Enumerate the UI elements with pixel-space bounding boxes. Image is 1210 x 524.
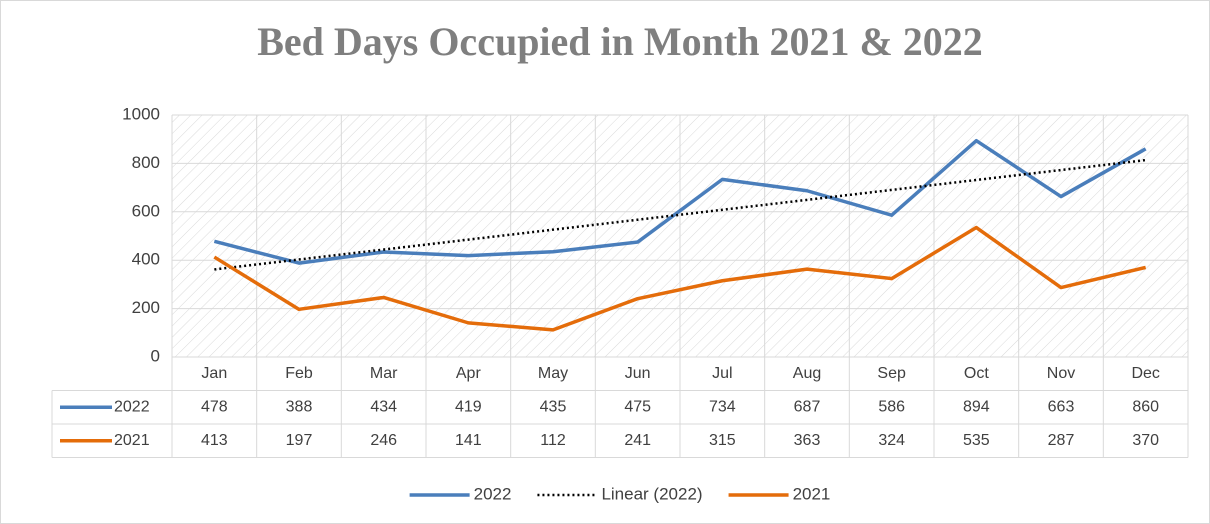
y-tick-label: 600	[132, 201, 160, 220]
table-value: 246	[370, 432, 397, 449]
table-value: 535	[963, 432, 990, 449]
table-value: 287	[1048, 432, 1075, 449]
table-value: 241	[624, 432, 651, 449]
table-value: 413	[201, 432, 228, 449]
table-value: 141	[455, 432, 482, 449]
table-value: 435	[540, 398, 567, 415]
table-value: 586	[878, 398, 905, 415]
trendline	[214, 158, 1146, 271]
x-tick-label: Nov	[1047, 365, 1075, 382]
x-tick-label: Oct	[964, 365, 989, 382]
x-tick-label: Apr	[456, 365, 482, 382]
table-value: 315	[709, 432, 736, 449]
x-tick-label: Jun	[625, 365, 651, 382]
table-value: 324	[878, 432, 905, 449]
chart-title: Bed Days Occupied in Month 2021 & 2022	[257, 19, 983, 64]
x-tick-label: May	[538, 365, 568, 382]
legend-label: Linear (2022)	[601, 484, 702, 503]
table-value: 112	[540, 432, 566, 449]
series-line	[213, 138, 1147, 265]
table-value: 734	[709, 398, 736, 415]
table-value: 197	[286, 432, 313, 449]
table-value: 860	[1132, 398, 1159, 415]
table-value: 370	[1132, 432, 1159, 449]
legend-label: 2021	[793, 484, 831, 503]
table-value: 419	[455, 398, 482, 415]
y-tick-label: 1000	[122, 104, 160, 123]
table-series-name: 2022	[114, 398, 150, 415]
x-tick-label: Feb	[285, 365, 313, 382]
x-tick-label: Sep	[877, 365, 906, 382]
table-value: 363	[794, 432, 821, 449]
y-tick-label: 200	[132, 298, 160, 317]
table-value: 478	[201, 398, 228, 415]
y-tick-label: 800	[132, 153, 160, 172]
table-value: 687	[794, 398, 821, 415]
series-line	[213, 225, 1147, 332]
table-value: 475	[624, 398, 651, 415]
legend-label: 2022	[474, 484, 512, 503]
y-tick-label: 400	[132, 250, 160, 269]
table-series-name: 2021	[114, 432, 150, 449]
x-tick-label: Mar	[370, 365, 398, 382]
table-value: 894	[963, 398, 990, 415]
table-value: 388	[286, 398, 313, 415]
x-tick-label: Dec	[1131, 365, 1159, 382]
y-tick-label: 0	[151, 346, 160, 365]
x-tick-label: Jul	[712, 365, 732, 382]
table-value: 434	[370, 398, 397, 415]
x-tick-label: Jan	[201, 365, 227, 382]
x-tick-label: Aug	[793, 365, 821, 382]
table-value: 663	[1048, 398, 1075, 415]
